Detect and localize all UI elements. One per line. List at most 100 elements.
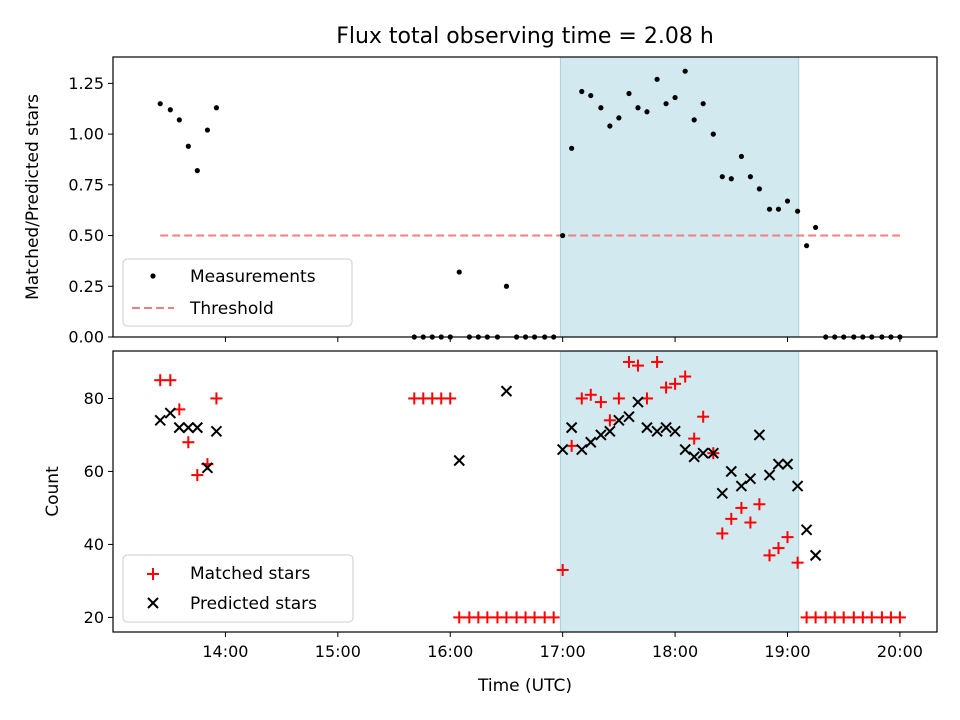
matched-star-point <box>603 414 616 427</box>
measurement-point <box>626 90 632 97</box>
matched-star-point <box>837 611 850 624</box>
measurement-point <box>803 243 810 249</box>
predicted-star-point <box>753 429 766 441</box>
bottom-ytick-label: 20 <box>84 608 104 627</box>
predicted-star-point <box>772 458 785 470</box>
matched-star-point <box>809 611 822 624</box>
measurement-point <box>672 94 678 101</box>
measurement-point <box>738 153 744 160</box>
bottom-panel: 20 40 60 80 14:00 15:00 16:00 17:00 18:00 19:00 2… <box>43 350 938 696</box>
predicted-star-point <box>556 443 569 456</box>
measurement-point <box>588 92 594 99</box>
predicted-star-point <box>809 549 822 562</box>
predicted-star-point <box>500 385 513 397</box>
matched-star-point <box>669 377 682 390</box>
measurement-point <box>710 131 716 137</box>
bottom-axes-frame <box>112 350 938 633</box>
predicted-star-point <box>613 414 625 427</box>
matched-star-point <box>584 388 597 401</box>
predicted-star-point <box>173 421 186 434</box>
matched-star-point <box>528 611 541 624</box>
measurement-point <box>663 101 669 107</box>
top-ytick-label: 0.50 <box>68 226 104 245</box>
predicted-star-point <box>565 421 578 434</box>
bottom-legend-box <box>122 554 354 623</box>
xtick-label: 19:00 <box>764 642 810 661</box>
predicted-star-point <box>707 447 720 459</box>
predicted-stars-series <box>154 385 822 562</box>
bottom-shaded-region <box>559 350 800 633</box>
measurement-point <box>204 127 211 133</box>
xtick-label: 18:00 <box>652 642 698 661</box>
measurement-point <box>176 117 182 123</box>
xtick-label: 17:00 <box>540 642 586 661</box>
matched-star-point <box>594 396 607 409</box>
bottom-ytick-label: 60 <box>84 462 104 481</box>
matched-star-point <box>612 392 625 405</box>
top-panel: 0.00 0.25 0.50 0.75 1.00 1.25 Matched/Predict… <box>23 56 938 347</box>
measurement-point <box>700 101 706 107</box>
xtick-label: 20:00 <box>877 642 923 661</box>
measurement-point <box>598 105 604 111</box>
matched-star-point <box>191 469 204 482</box>
predicted-star-point <box>791 480 804 492</box>
xtick-label: 14:00 <box>202 642 248 661</box>
top-y-axis: 0.00 0.25 0.50 0.75 1.00 1.25 <box>68 74 113 347</box>
matched-star-point <box>716 527 729 540</box>
bottom-x-axis: 14:00 15:00 16:00 17:00 18:00 19:00 20:00 <box>202 632 923 661</box>
predicted-star-point <box>604 425 616 437</box>
legend-predicted-label: Predicted stars <box>190 594 317 614</box>
top-legend: Measurements Threshold <box>122 258 353 327</box>
predicted-star-point <box>781 458 794 470</box>
predicted-star-point <box>688 451 700 463</box>
measurement-point <box>719 174 725 180</box>
matched-star-point <box>631 359 644 372</box>
matched-star-point <box>725 512 738 525</box>
matched-star-point <box>481 611 494 624</box>
measurement-point <box>579 88 585 95</box>
matched-star-point <box>182 436 195 449</box>
predicted-star-point <box>164 407 177 419</box>
matched-star-point <box>697 410 710 423</box>
predicted-star-point <box>201 462 214 474</box>
matched-star-point <box>660 381 673 394</box>
matched-star-point <box>547 611 560 624</box>
bottom-y-axis-label: Count <box>43 466 63 517</box>
predicted-star-point <box>641 421 653 434</box>
measurement-point <box>775 206 782 212</box>
top-ytick-label: 1.00 <box>68 125 104 144</box>
measurement-point <box>691 117 697 123</box>
matched-star-point <box>651 355 664 368</box>
matched-star-point <box>622 355 635 368</box>
predicted-star-point <box>725 465 737 478</box>
predicted-star-point <box>744 473 757 485</box>
xtick-label: 15:00 <box>315 642 361 661</box>
x-axis-label: Time (UTC) <box>477 676 572 696</box>
bottom-ytick-label: 40 <box>84 535 104 554</box>
predicted-star-point <box>585 436 597 448</box>
predicted-star-point <box>669 425 681 437</box>
measurement-point <box>456 269 462 275</box>
matched-star-point <box>744 516 757 529</box>
top-ytick-label: 1.25 <box>68 74 104 93</box>
measurement-point <box>682 68 688 74</box>
predicted-star-point <box>210 425 223 437</box>
matched-star-point <box>791 556 804 569</box>
measurement-point <box>560 232 566 239</box>
measurement-point <box>812 224 819 231</box>
matched-star-point <box>164 374 177 387</box>
measurement-point <box>569 145 575 151</box>
matched-star-point <box>679 370 692 383</box>
matched-star-point <box>865 611 878 624</box>
bottom-y-axis: 20 40 60 80 <box>84 389 113 627</box>
predicted-star-point <box>763 469 776 481</box>
measurement-point <box>795 208 801 214</box>
measurement-point <box>213 105 220 111</box>
matched-star-point <box>210 392 223 405</box>
measurement-point <box>607 123 613 129</box>
matched-star-point <box>753 498 766 511</box>
matched-stars-series <box>154 355 906 624</box>
measurement-point <box>728 176 734 182</box>
predicted-star-point <box>154 414 166 427</box>
top-legend-box <box>122 258 353 327</box>
